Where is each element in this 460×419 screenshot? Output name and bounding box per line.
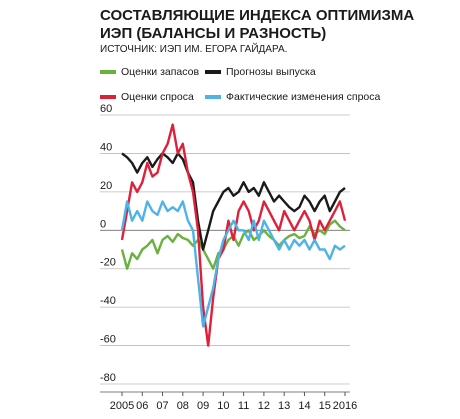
- x-tick-label: 15: [319, 400, 331, 412]
- legend-label: Прогнозы выпуска: [226, 66, 316, 78]
- x-tick-label: 2016: [333, 400, 357, 412]
- y-tick-label: -80: [100, 372, 116, 384]
- y-tick-label: 20: [100, 180, 112, 192]
- x-tick-label: 06: [136, 400, 148, 412]
- x-tick-label: 2005: [110, 400, 134, 412]
- x-tick-label: 13: [278, 400, 290, 412]
- series-line: [120, 123, 347, 347]
- x-tick-label: 07: [156, 400, 168, 412]
- y-tick-label: -40: [100, 295, 116, 307]
- chart-title: СОСТАВЛЯЮЩИЕ ИНДЕКСА ОПТИМИЗМА ИЭП (БАЛАН…: [100, 7, 414, 42]
- series-line: [120, 200, 346, 328]
- y-tick-label: 60: [100, 103, 112, 115]
- y-tick-label: -60: [100, 334, 116, 346]
- chart-subtitle: ИСТОЧНИК: ИЭП ИМ. ЕГОРА ГАЙДАРА.: [100, 42, 287, 55]
- y-tick-label: 0: [100, 218, 106, 230]
- x-tick-label: 08: [177, 400, 189, 412]
- x-tick-label: 12: [258, 400, 270, 412]
- y-tick-label: 40: [100, 141, 112, 153]
- x-tick-label: 10: [217, 400, 229, 412]
- legend-label: Фактические изменения спроса: [226, 91, 380, 103]
- legend-label: Оценки запасов: [121, 66, 199, 78]
- x-tick-label: 11: [238, 400, 249, 412]
- legend-label: Оценки спроса: [121, 91, 194, 103]
- x-tick-label: 14: [298, 400, 310, 412]
- x-tick-label: 09: [197, 400, 209, 412]
- y-tick-label: -20: [100, 257, 116, 269]
- series-line: [121, 152, 346, 251]
